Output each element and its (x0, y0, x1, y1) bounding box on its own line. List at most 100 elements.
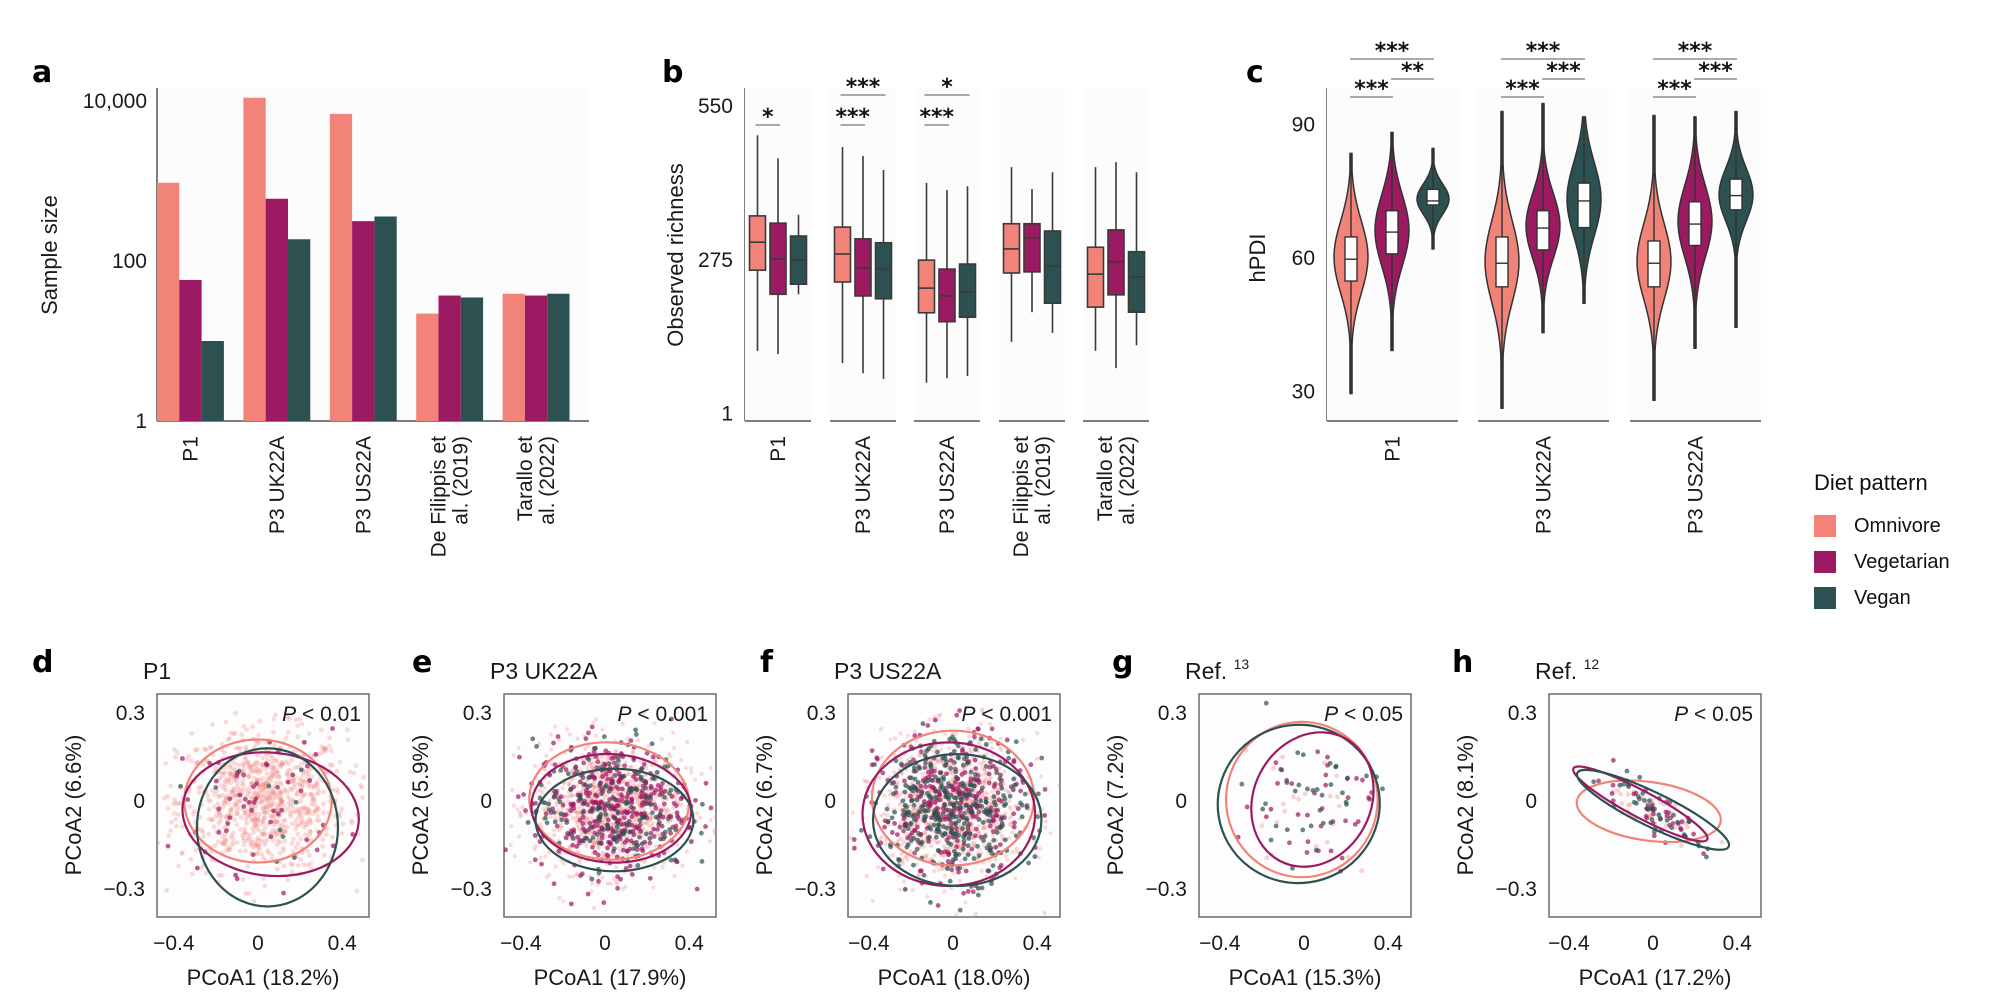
point-omnivore (274, 819, 280, 825)
point-omnivore (241, 766, 247, 772)
point-omnivore (305, 771, 311, 777)
point-vegetarian (185, 797, 191, 802)
point-vegan (1290, 865, 1295, 871)
point-omnivore (234, 808, 240, 814)
confidence-ellipse-vegetarian (530, 752, 693, 864)
point-vegan (1641, 797, 1647, 803)
point-vegetarian (999, 798, 1004, 804)
x-tick-label: −0.4 (500, 932, 542, 955)
point-omnivore (273, 712, 278, 718)
point-vegetarian (556, 848, 562, 854)
point-omnivore (567, 732, 573, 737)
point-omnivore (283, 735, 289, 741)
point-omnivore (172, 797, 177, 802)
point-omnivore (923, 854, 928, 859)
point-omnivore (985, 791, 990, 796)
point-vegan (1345, 775, 1350, 781)
point-omnivore (541, 806, 546, 811)
point-vegan (599, 791, 604, 796)
point-omnivore (179, 850, 185, 856)
point-omnivore (982, 826, 987, 831)
y-tick-label: 0.3 (116, 702, 145, 725)
point-omnivore (610, 821, 615, 826)
point-vegan (1647, 798, 1652, 804)
point-omnivore (157, 840, 161, 846)
point-omnivore (266, 850, 272, 856)
point-vegan (998, 825, 1003, 831)
point-omnivore (675, 842, 680, 847)
point-omnivore (237, 745, 243, 751)
point-omnivore (982, 778, 987, 783)
confidence-ellipse-vegetarian (1572, 765, 1709, 843)
point-vegetarian (942, 849, 948, 855)
point-vegetarian (653, 805, 659, 811)
point-omnivore (220, 792, 226, 798)
point-vegan (613, 829, 619, 835)
point-vegetarian (504, 847, 508, 853)
point-omnivore (212, 804, 218, 810)
point-omnivore (253, 842, 259, 848)
point-omnivore (865, 779, 871, 784)
point-omnivore (254, 842, 260, 848)
point-vegetarian (675, 813, 681, 819)
point-vegan (1032, 854, 1038, 860)
point-omnivore (262, 883, 268, 889)
point-vegan (933, 807, 939, 812)
point-vegetarian (515, 794, 521, 800)
point-omnivore (293, 845, 299, 850)
point-omnivore (232, 792, 238, 798)
point-omnivore (989, 746, 994, 751)
point-vegetarian (611, 760, 617, 766)
point-vegan (1327, 760, 1333, 766)
point-omnivore (162, 795, 168, 801)
point-vegan (935, 826, 940, 832)
point-vegetarian (957, 708, 962, 713)
point-vegetarian (912, 850, 917, 856)
point-omnivore (309, 784, 315, 790)
point-omnivore (901, 839, 907, 844)
point-vegetarian (615, 885, 620, 891)
p-value-label: P < 0.05 (1674, 703, 1753, 726)
point-vegan (633, 732, 639, 737)
point-omnivore (361, 775, 367, 780)
point-omnivore (276, 822, 282, 827)
point-omnivore (988, 739, 993, 745)
point-vegan (1039, 755, 1045, 761)
point-omnivore (586, 816, 591, 821)
point-omnivore (948, 778, 953, 783)
point-vegetarian (942, 817, 948, 822)
point-omnivore (645, 844, 651, 849)
point-omnivore (198, 784, 204, 790)
point-vegan (918, 841, 924, 847)
point-omnivore (554, 803, 559, 808)
point-omnivore (890, 853, 895, 858)
point-vegetarian (644, 750, 650, 756)
point-omnivore (633, 819, 638, 824)
point-omnivore (260, 762, 265, 768)
point-vegetarian (655, 826, 660, 832)
point-vegetarian (668, 830, 674, 836)
p-value-label: P < 0.001 (618, 703, 709, 726)
point-omnivore (278, 764, 283, 770)
x-tick-label: 0 (1298, 932, 1310, 955)
point-vegan (581, 801, 587, 806)
point-omnivore (212, 792, 217, 797)
point-vegetarian (673, 823, 679, 829)
point-vegan (574, 768, 580, 774)
point-vegetarian (703, 824, 708, 829)
point-omnivore (188, 758, 194, 764)
point-vegetarian (227, 796, 233, 802)
point-vegetarian (889, 830, 895, 835)
point-omnivore (265, 837, 270, 843)
point-omnivore (1065, 865, 1069, 869)
point-omnivore (273, 780, 279, 786)
point-omnivore (988, 775, 993, 780)
point-omnivore (261, 831, 267, 837)
point-vegetarian (954, 838, 960, 844)
point-omnivore (917, 753, 922, 758)
point-omnivore (278, 797, 284, 803)
point-omnivore (289, 840, 295, 846)
point-vegetarian (554, 823, 560, 829)
point-omnivore (320, 810, 326, 816)
point-omnivore (903, 832, 908, 837)
